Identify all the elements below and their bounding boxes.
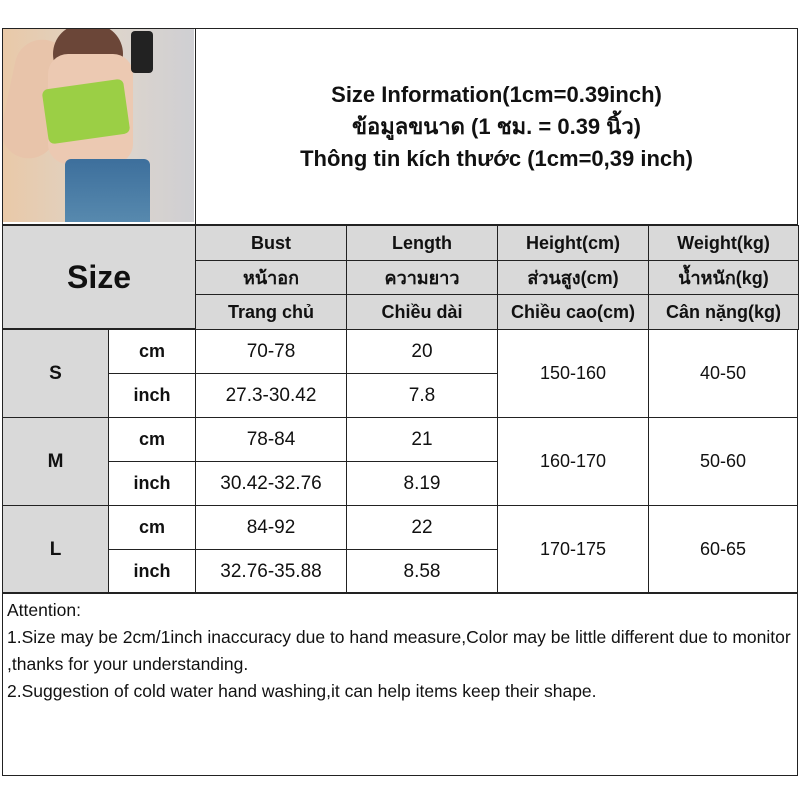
title-th: ข้อมูลขนาด (1 ชม. = 0.39 นิ้ว) [351,113,641,139]
bust-inch: 27.3-30.42 [195,373,347,418]
attention-title: Attention: [7,600,81,620]
product-photo [3,29,194,222]
bust-cm: 70-78 [195,329,347,374]
column-header-th: ความยาว [346,260,498,295]
column-header-th: ส่วนสูง(cm) [497,260,649,295]
unit-cm-label: cm [108,417,196,462]
column-header-en: Bust [195,225,347,261]
size-cell: M [2,417,109,506]
unit-inch-label: inch [108,461,196,506]
height-range: 160-170 [497,417,649,506]
attention-line-2: 2.Suggestion of cold water hand washing,… [7,681,597,701]
column-header-en: Weight(kg) [648,225,799,261]
column-header-th: น้ำหนัก(kg) [648,260,799,295]
title-en: Size Information(1cm=0.39inch) [331,81,662,107]
length-inch: 8.19 [346,461,498,506]
bust-inch: 32.76-35.88 [195,549,347,594]
height-range: 150-160 [497,329,649,418]
title-vi: Thông tin kích thước (1cm=0,39 inch) [300,145,693,171]
height-range: 170-175 [497,505,649,594]
length-cm: 21 [346,417,498,462]
length-inch: 8.58 [346,549,498,594]
column-header-vi: Cân nặng(kg) [648,294,799,330]
size-header: Size [2,225,196,329]
unit-cm-label: cm [108,505,196,550]
length-cm: 20 [346,329,498,374]
bust-cm: 78-84 [195,417,347,462]
bust-inch: 30.42-32.76 [195,461,347,506]
column-header-vi: Trang chủ [195,294,347,330]
length-cm: 22 [346,505,498,550]
unit-inch-label: inch [108,373,196,418]
length-inch: 7.8 [346,373,498,418]
column-header-en: Height(cm) [497,225,649,261]
weight-range: 50-60 [648,417,798,506]
photo-frame [2,28,196,225]
column-header-en: Length [346,225,498,261]
weight-range: 60-65 [648,505,798,594]
unit-inch-label: inch [108,549,196,594]
size-cell: L [2,505,109,594]
column-header-vi: Chiều dài [346,294,498,330]
weight-range: 40-50 [648,329,798,418]
attention-box: Attention: 1.Size may be 2cm/1inch inacc… [2,592,798,776]
size-info-header: Size Information(1cm=0.39inch) ข้อมูลขนา… [195,28,798,225]
phone [131,31,153,73]
jeans [65,159,150,222]
column-header-vi: Chiều cao(cm) [497,294,649,330]
attention-line-1: 1.Size may be 2cm/1inch inaccuracy due t… [7,627,791,674]
column-header-th: หน้าอก [195,260,347,295]
size-cell: S [2,329,109,418]
unit-cm-label: cm [108,329,196,374]
bust-cm: 84-92 [195,505,347,550]
